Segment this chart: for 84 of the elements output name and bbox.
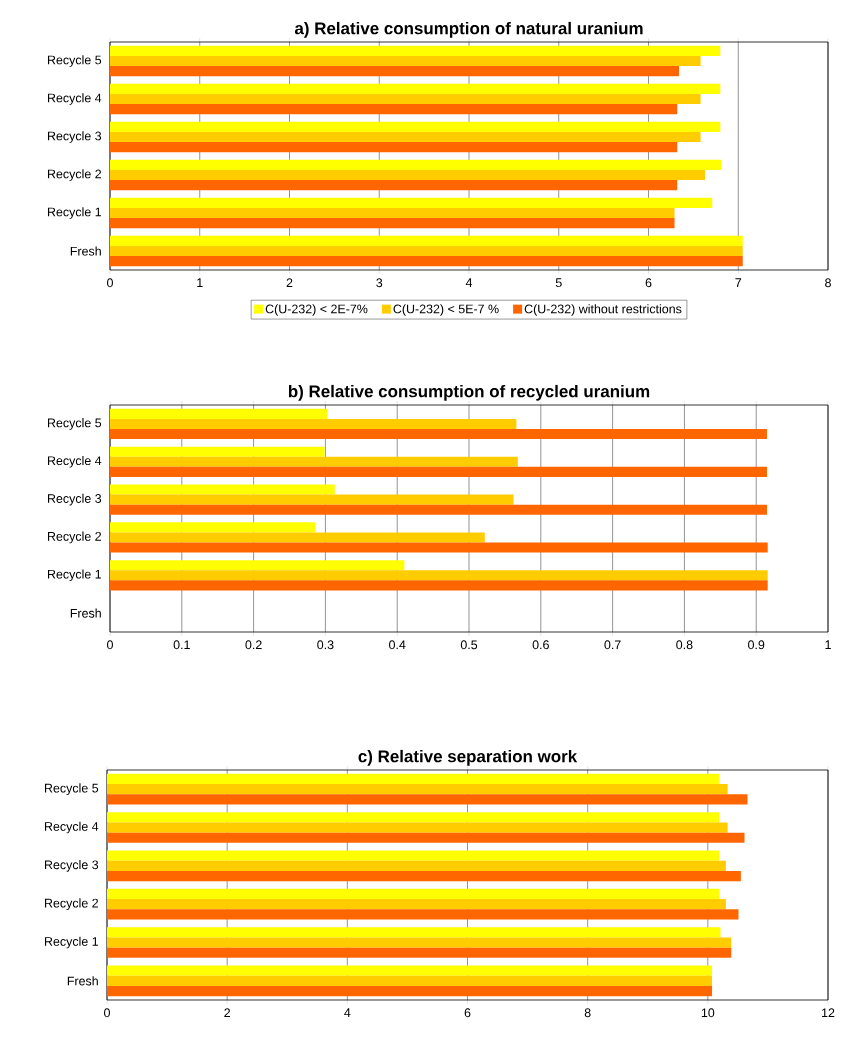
bar (110, 245, 743, 257)
bar (110, 494, 514, 505)
bar (110, 218, 675, 229)
y-tick-label: Recycle 4 (44, 821, 99, 834)
x-tick-label: 0.2 (245, 640, 262, 650)
y-tick-label: Recycle 2 (44, 898, 98, 910)
y-tick-label: Fresh (67, 976, 98, 986)
bar (110, 83, 721, 94)
x-tick-label: 1 (197, 278, 203, 287)
y-tick-label: Recycle 1 (47, 569, 102, 582)
x-tick-label: 6 (645, 278, 652, 288)
bar (110, 235, 743, 246)
y-tick-label: Recycle 2 (47, 531, 101, 544)
y-tick-label: Fresh (70, 608, 101, 618)
x-tick-label: 10 (701, 1008, 715, 1018)
x-tick-label: 0 (107, 278, 113, 288)
x-tick-label: 0 (107, 640, 113, 650)
y-tick-label: Fresh (70, 246, 101, 256)
x-tick-label: 0.1 (173, 640, 190, 650)
bar (110, 418, 517, 429)
bar (110, 428, 767, 440)
x-tick-label: 2 (286, 278, 293, 288)
legend-label: C(U-232) < 5E-7 % (393, 304, 499, 316)
legend-label: C(U-232) without restrictions (524, 304, 682, 316)
bar (110, 408, 328, 419)
chart-title: b) Relative consumption of recycled uranium (288, 384, 650, 401)
x-tick-label: 6 (464, 1008, 471, 1018)
legend-label: C(U-232) < 2E-7% (265, 304, 368, 316)
bar (110, 580, 768, 591)
y-tick-label: Recycle 5 (47, 418, 102, 430)
bar (110, 256, 743, 267)
y-tick-label: Recycle 4 (47, 455, 102, 468)
x-tick-label: 0.6 (532, 640, 549, 650)
x-tick-label: 8 (584, 1008, 591, 1018)
y-tick-label: Recycle 4 (47, 93, 102, 105)
x-tick-label: 0.5 (460, 640, 478, 650)
bar (110, 104, 678, 115)
bar (110, 446, 325, 457)
bar (110, 207, 675, 219)
y-tick-label: Recycle 1 (44, 936, 99, 949)
x-tick-label: 0.8 (676, 640, 693, 650)
chart-title: a) Relative consumption of natural uranium (294, 21, 643, 38)
x-tick-label: 8 (825, 278, 831, 288)
bar (110, 522, 316, 533)
bar (110, 45, 721, 56)
x-tick-label: 2 (224, 1008, 230, 1018)
bar (110, 504, 767, 515)
bar (110, 142, 678, 153)
y-tick-label: Recycle 3 (44, 860, 99, 872)
bar (110, 169, 706, 181)
x-tick-label: 7 (735, 278, 742, 287)
y-tick-label: Recycle 5 (47, 55, 102, 67)
x-tick-label: 0 (104, 1008, 110, 1018)
bar (110, 93, 701, 105)
x-tick-label: 3 (376, 278, 383, 288)
bar (110, 180, 678, 191)
bar (110, 484, 335, 495)
x-tick-label: 0.7 (604, 640, 621, 650)
x-tick-label: 0.4 (389, 640, 406, 650)
bar (110, 121, 721, 132)
chart-title: c) Relative separation work (358, 749, 578, 766)
x-tick-label: 0.9 (748, 640, 765, 650)
bar (110, 560, 405, 571)
x-tick-label: 12 (822, 1008, 835, 1018)
bar (110, 542, 768, 553)
bar (110, 532, 485, 543)
y-tick-label: Recycle 3 (47, 493, 102, 506)
bar (110, 66, 680, 77)
bar (110, 55, 701, 67)
y-tick-label: Recycle 1 (47, 207, 102, 219)
x-tick-label: 4 (344, 1008, 351, 1017)
x-tick-label: 0.3 (317, 640, 334, 650)
bar (110, 466, 767, 477)
bar (110, 159, 722, 170)
bar (110, 570, 768, 581)
bar (110, 456, 518, 467)
y-tick-label: Recycle 2 (47, 169, 101, 181)
y-tick-label: Recycle 3 (47, 131, 102, 143)
bar (110, 131, 701, 143)
y-tick-label: Recycle 5 (44, 783, 99, 795)
x-tick-label: 5 (555, 278, 562, 288)
bar (110, 197, 713, 208)
x-tick-label: 1 (825, 640, 831, 649)
x-tick-label: 4 (465, 278, 473, 287)
